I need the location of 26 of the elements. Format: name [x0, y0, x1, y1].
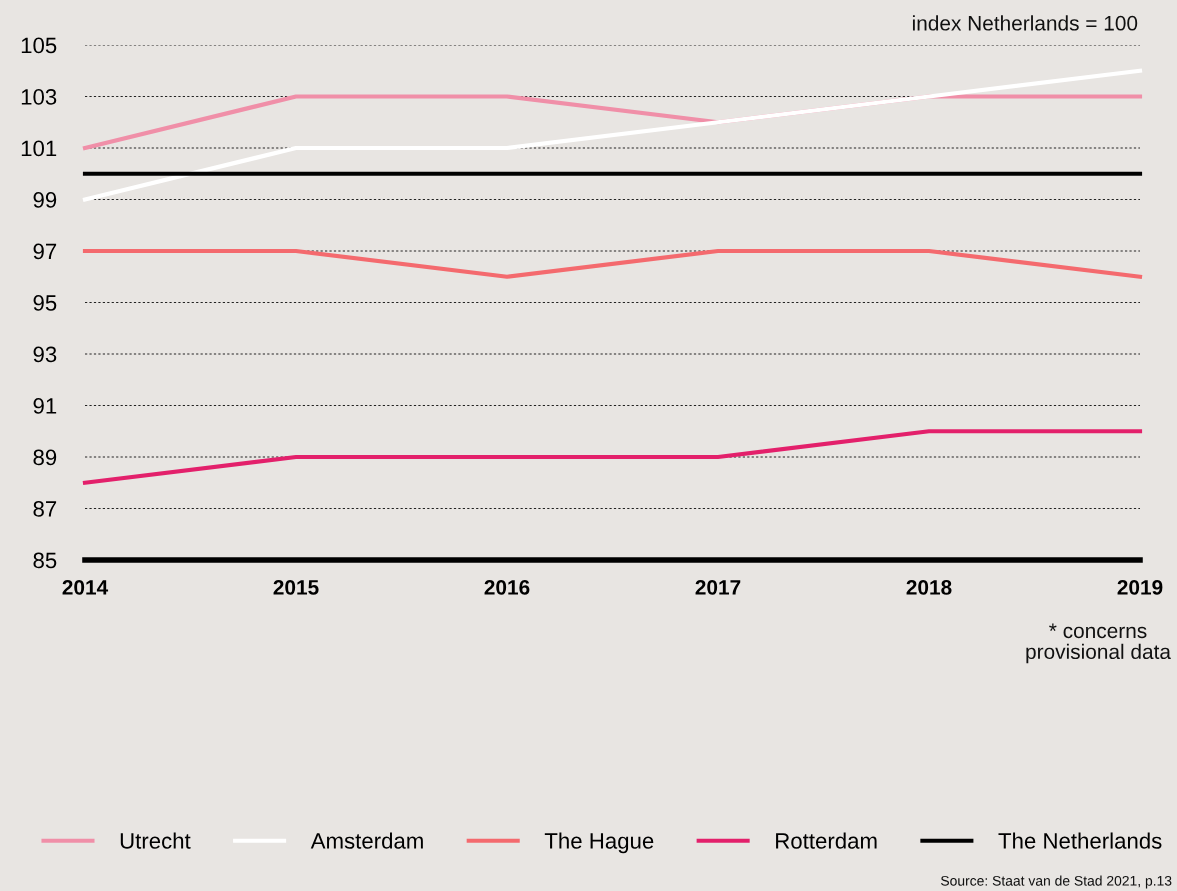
legend-label: Rotterdam — [776, 832, 877, 849]
y-tick-label: 93 — [33, 346, 57, 363]
x-tick-label: 2015 — [273, 579, 319, 595]
x-tick-label: 2019 — [1117, 579, 1163, 595]
y-tick-label: 99 — [33, 192, 57, 208]
y-tick-label: 87 — [33, 501, 57, 517]
x-tick-label: 2017 — [695, 579, 741, 595]
source-note: Source: Staat van de Stad 2021, p.13 — [941, 875, 1172, 889]
line-series — [82, 68, 1143, 202]
x-tick-label: 2016 — [484, 579, 530, 595]
y-tick-label: 91 — [33, 398, 57, 414]
y-tick-label: 105 — [21, 37, 57, 54]
text: index Netherlands = 100 — [912, 15, 1138, 31]
y-tick-label: 97 — [33, 243, 57, 260]
y-tick-label: 101 — [21, 140, 57, 157]
legend-label: The Hague — [544, 832, 654, 854]
legend-label: The Netherlands — [998, 832, 1162, 849]
text: * concerns provisional data — [1026, 623, 1171, 664]
y-tick-label: 85 — [33, 552, 57, 569]
legend-label: Utrecht — [120, 832, 191, 849]
y-tick-label: 103 — [21, 89, 57, 105]
x-tick-label: 2018 — [906, 579, 952, 595]
legend-label: Amsterdam — [310, 832, 423, 849]
y-tick-label: 95 — [33, 295, 57, 311]
x-tick-label: 2014 — [62, 579, 109, 595]
y-tick-label: 89 — [33, 449, 57, 466]
